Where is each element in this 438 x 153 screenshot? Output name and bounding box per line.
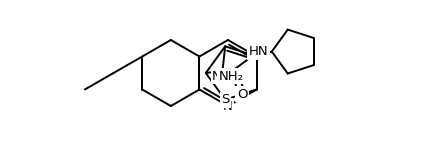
Text: S: S [220, 93, 229, 106]
Text: NH: NH [212, 69, 231, 82]
Text: N: N [223, 99, 232, 112]
Text: HN: HN [248, 45, 268, 58]
Text: NH₂: NH₂ [218, 69, 243, 82]
Text: O: O [237, 88, 247, 101]
